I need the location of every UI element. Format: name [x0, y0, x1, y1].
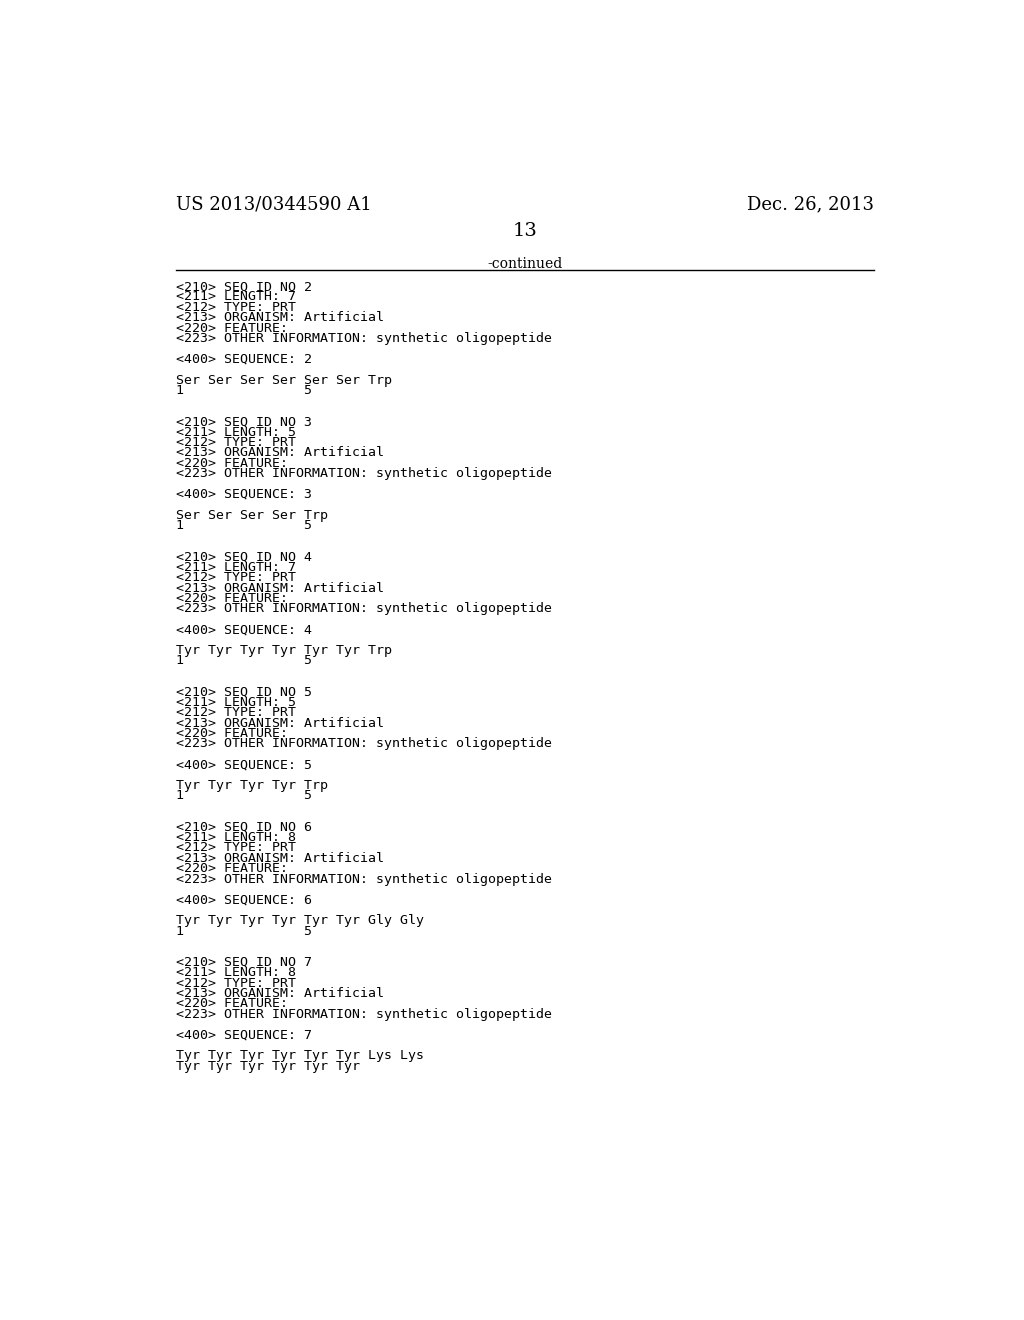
- Text: <210> SEQ ID NO 5: <210> SEQ ID NO 5: [176, 685, 312, 698]
- Text: <220> FEATURE:: <220> FEATURE:: [176, 727, 288, 741]
- Text: <213> ORGANISM: Artificial: <213> ORGANISM: Artificial: [176, 312, 384, 325]
- Text: <210> SEQ ID NO 4: <210> SEQ ID NO 4: [176, 550, 312, 564]
- Text: <213> ORGANISM: Artificial: <213> ORGANISM: Artificial: [176, 987, 384, 1001]
- Text: <220> FEATURE:: <220> FEATURE:: [176, 322, 288, 335]
- Text: <210> SEQ ID NO 2: <210> SEQ ID NO 2: [176, 280, 312, 293]
- Text: <400> SEQUENCE: 3: <400> SEQUENCE: 3: [176, 488, 312, 502]
- Text: <213> ORGANISM: Artificial: <213> ORGANISM: Artificial: [176, 851, 384, 865]
- Text: <211> LENGTH: 7: <211> LENGTH: 7: [176, 561, 296, 574]
- Text: <220> FEATURE:: <220> FEATURE:: [176, 591, 288, 605]
- Text: Ser Ser Ser Ser Trp: Ser Ser Ser Ser Trp: [176, 508, 328, 521]
- Text: Tyr Tyr Tyr Tyr Tyr Tyr: Tyr Tyr Tyr Tyr Tyr Tyr: [176, 1060, 368, 1073]
- Text: Dec. 26, 2013: Dec. 26, 2013: [746, 195, 873, 214]
- Text: <220> FEATURE:: <220> FEATURE:: [176, 862, 288, 875]
- Text: <223> OTHER INFORMATION: synthetic oligopeptide: <223> OTHER INFORMATION: synthetic oligo…: [176, 738, 552, 751]
- Text: Tyr Tyr Tyr Tyr Tyr Tyr Gly Gly: Tyr Tyr Tyr Tyr Tyr Tyr Gly Gly: [176, 915, 424, 927]
- Text: 13: 13: [512, 222, 538, 239]
- Text: <211> LENGTH: 7: <211> LENGTH: 7: [176, 290, 296, 304]
- Text: <212> TYPE: PRT: <212> TYPE: PRT: [176, 977, 296, 990]
- Text: <211> LENGTH: 5: <211> LENGTH: 5: [176, 425, 296, 438]
- Text: <223> OTHER INFORMATION: synthetic oligopeptide: <223> OTHER INFORMATION: synthetic oligo…: [176, 1007, 552, 1020]
- Text: <211> LENGTH: 8: <211> LENGTH: 8: [176, 832, 296, 843]
- Text: <212> TYPE: PRT: <212> TYPE: PRT: [176, 572, 296, 585]
- Text: <212> TYPE: PRT: <212> TYPE: PRT: [176, 301, 296, 314]
- Text: <210> SEQ ID NO 3: <210> SEQ ID NO 3: [176, 416, 312, 428]
- Text: Tyr Tyr Tyr Tyr Tyr Tyr Lys Lys: Tyr Tyr Tyr Tyr Tyr Tyr Lys Lys: [176, 1049, 424, 1063]
- Text: <223> OTHER INFORMATION: synthetic oligopeptide: <223> OTHER INFORMATION: synthetic oligo…: [176, 467, 552, 480]
- Text: <211> LENGTH: 8: <211> LENGTH: 8: [176, 966, 296, 979]
- Text: <211> LENGTH: 5: <211> LENGTH: 5: [176, 696, 296, 709]
- Text: 1               5: 1 5: [176, 519, 312, 532]
- Text: <400> SEQUENCE: 2: <400> SEQUENCE: 2: [176, 352, 312, 366]
- Text: <220> FEATURE:: <220> FEATURE:: [176, 457, 288, 470]
- Text: <223> OTHER INFORMATION: synthetic oligopeptide: <223> OTHER INFORMATION: synthetic oligo…: [176, 873, 552, 886]
- Text: <400> SEQUENCE: 6: <400> SEQUENCE: 6: [176, 894, 312, 907]
- Text: 1               5: 1 5: [176, 384, 312, 397]
- Text: <400> SEQUENCE: 7: <400> SEQUENCE: 7: [176, 1028, 312, 1041]
- Text: <400> SEQUENCE: 4: <400> SEQUENCE: 4: [176, 623, 312, 636]
- Text: <400> SEQUENCE: 5: <400> SEQUENCE: 5: [176, 758, 312, 771]
- Text: <213> ORGANISM: Artificial: <213> ORGANISM: Artificial: [176, 582, 384, 594]
- Text: <212> TYPE: PRT: <212> TYPE: PRT: [176, 706, 296, 719]
- Text: -continued: -continued: [487, 257, 562, 271]
- Text: 1               5: 1 5: [176, 655, 312, 668]
- Text: 1               5: 1 5: [176, 924, 312, 937]
- Text: <212> TYPE: PRT: <212> TYPE: PRT: [176, 841, 296, 854]
- Text: <213> ORGANISM: Artificial: <213> ORGANISM: Artificial: [176, 446, 384, 459]
- Text: 1               5: 1 5: [176, 789, 312, 803]
- Text: <223> OTHER INFORMATION: synthetic oligopeptide: <223> OTHER INFORMATION: synthetic oligo…: [176, 602, 552, 615]
- Text: Tyr Tyr Tyr Tyr Trp: Tyr Tyr Tyr Tyr Trp: [176, 779, 328, 792]
- Text: <210> SEQ ID NO 6: <210> SEQ ID NO 6: [176, 821, 312, 834]
- Text: US 2013/0344590 A1: US 2013/0344590 A1: [176, 195, 372, 214]
- Text: Tyr Tyr Tyr Tyr Tyr Tyr Trp: Tyr Tyr Tyr Tyr Tyr Tyr Trp: [176, 644, 392, 657]
- Text: <212> TYPE: PRT: <212> TYPE: PRT: [176, 436, 296, 449]
- Text: <223> OTHER INFORMATION: synthetic oligopeptide: <223> OTHER INFORMATION: synthetic oligo…: [176, 333, 552, 345]
- Text: <213> ORGANISM: Artificial: <213> ORGANISM: Artificial: [176, 717, 384, 730]
- Text: <220> FEATURE:: <220> FEATURE:: [176, 998, 288, 1010]
- Text: <210> SEQ ID NO 7: <210> SEQ ID NO 7: [176, 956, 312, 969]
- Text: Ser Ser Ser Ser Ser Ser Trp: Ser Ser Ser Ser Ser Ser Trp: [176, 374, 392, 387]
